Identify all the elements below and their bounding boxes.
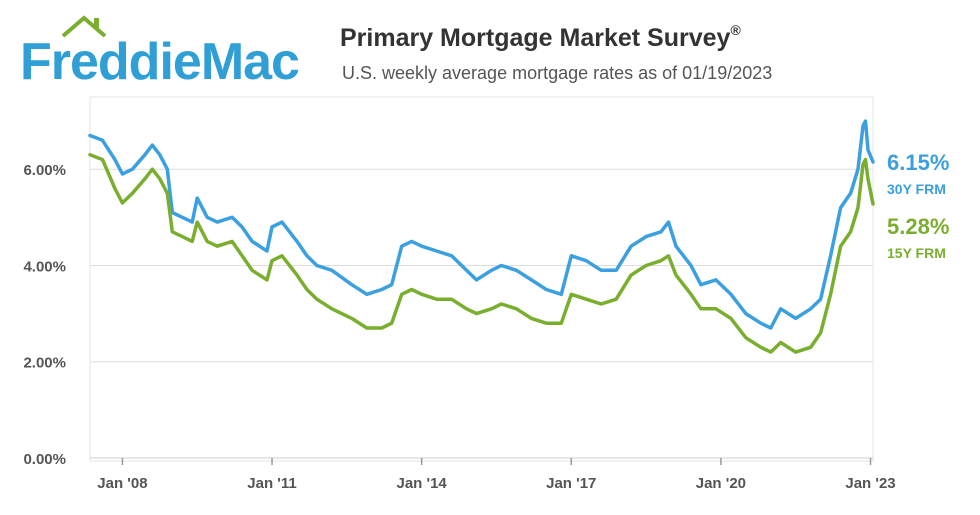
series-line-15y (88, 153, 875, 354)
x-axis-ticks: Jan '08 Jan '11 Jan '14 Jan '17 Jan '20 Jan '… (97, 458, 896, 492)
x-tick-label: Jan '20 (696, 475, 746, 492)
y-tick-label: 4.00% (23, 258, 66, 275)
freddie-mac-logo: FreddieMac (18, 10, 318, 91)
y-tick-label: 6.00% (23, 162, 66, 179)
rate-15y-value: 5.28% (887, 214, 950, 239)
house-roof-icon (61, 15, 107, 38)
x-tick-label: Jan '11 (247, 475, 296, 492)
chart-subtitle: U.S. weekly average mortgage rates as of… (342, 63, 773, 83)
chart-title-text: Primary Mortgage Market Survey (340, 24, 731, 52)
logo-wordmark: FreddieMac (20, 33, 300, 91)
series-line-30y (88, 119, 875, 330)
chart-title: Primary Mortgage Market Survey® (340, 22, 741, 53)
registered-mark: ® (730, 22, 741, 38)
y-tick-label: 2.00% (23, 355, 66, 372)
x-tick-label: Jan '23 (845, 475, 895, 492)
x-tick-label: Jan '08 (97, 475, 147, 492)
y-axis-ticks: 0.00% 2.00% 4.00% 6.00% (23, 162, 66, 468)
gridlines (90, 168, 873, 459)
rate-30y-label: 30Y FRM (887, 181, 946, 197)
series-lines (88, 119, 875, 354)
x-tick-label: Jan '14 (397, 475, 448, 492)
y-tick-label: 0.00% (23, 451, 66, 468)
rate-30y-value: 6.15% (887, 150, 950, 175)
rate-15y-label: 15Y FRM (887, 245, 946, 261)
x-tick-label: Jan '17 (546, 475, 596, 492)
plot-area (89, 96, 874, 462)
